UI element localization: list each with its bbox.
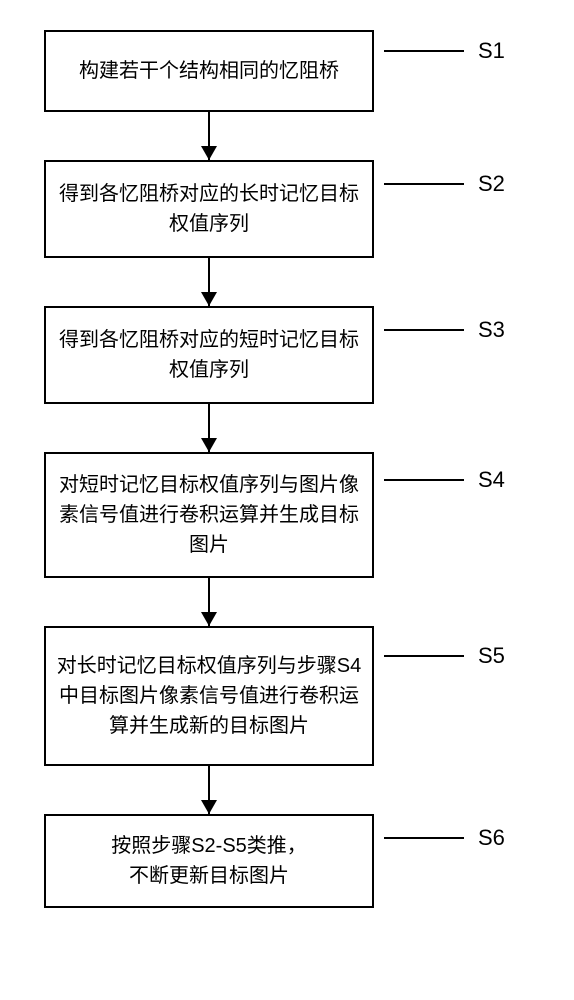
label-wrap-s6: S6 xyxy=(384,825,505,851)
step-row-s4: 对短时记忆目标权值序列与图片像素信号值进行卷积运算并生成目标图片 S4 xyxy=(0,452,574,578)
arrow-wrap-5 xyxy=(0,766,574,814)
arrow-wrap-4 xyxy=(0,578,574,626)
leader-line xyxy=(384,655,464,657)
leader-line xyxy=(384,50,464,52)
arrow-down-icon xyxy=(44,112,374,160)
leader-line xyxy=(384,479,464,481)
step-row-s3: 得到各忆阻桥对应的短时记忆目标权值序列 S3 xyxy=(0,306,574,404)
step-box-s5: 对长时记忆目标权值序列与步骤S4中目标图片像素信号值进行卷积运算并生成新的目标图… xyxy=(44,626,374,766)
leader-line xyxy=(384,183,464,185)
label-wrap-s5: S5 xyxy=(384,643,505,669)
step-text-s5: 对长时记忆目标权值序列与步骤S4中目标图片像素信号值进行卷积运算并生成新的目标图… xyxy=(56,651,362,741)
flowchart-container: 构建若干个结构相同的忆阻桥 S1 得到各忆阻桥对应的长时记忆目标权值序列 S2 … xyxy=(0,0,574,1000)
step-label-s2: S2 xyxy=(478,171,505,197)
arrow-wrap-3 xyxy=(0,404,574,452)
label-wrap-s3: S3 xyxy=(384,317,505,343)
step-label-s5: S5 xyxy=(478,643,505,669)
arrow-down-icon xyxy=(44,766,374,814)
arrow-wrap-2 xyxy=(0,258,574,306)
step-text-s2: 得到各忆阻桥对应的长时记忆目标权值序列 xyxy=(56,179,362,239)
label-wrap-s2: S2 xyxy=(384,171,505,197)
step-row-s5: 对长时记忆目标权值序列与步骤S4中目标图片像素信号值进行卷积运算并生成新的目标图… xyxy=(0,626,574,766)
step-text-s3: 得到各忆阻桥对应的短时记忆目标权值序列 xyxy=(56,325,362,385)
step-box-s3: 得到各忆阻桥对应的短时记忆目标权值序列 xyxy=(44,306,374,404)
step-label-s6: S6 xyxy=(478,825,505,851)
step-row-s2: 得到各忆阻桥对应的长时记忆目标权值序列 S2 xyxy=(0,160,574,258)
label-wrap-s4: S4 xyxy=(384,467,505,493)
step-label-s1: S1 xyxy=(478,38,505,64)
step-label-s4: S4 xyxy=(478,467,505,493)
step-row-s6: 按照步骤S2-S5类推， 不断更新目标图片 S6 xyxy=(0,814,574,908)
arrow-down-icon xyxy=(44,258,374,306)
label-wrap-s1: S1 xyxy=(384,38,505,64)
arrow-wrap-1 xyxy=(0,112,574,160)
step-box-s4: 对短时记忆目标权值序列与图片像素信号值进行卷积运算并生成目标图片 xyxy=(44,452,374,578)
step-box-s6: 按照步骤S2-S5类推， 不断更新目标图片 xyxy=(44,814,374,908)
arrow-down-icon xyxy=(44,404,374,452)
step-row-s1: 构建若干个结构相同的忆阻桥 S1 xyxy=(0,30,574,112)
step-text-s6: 按照步骤S2-S5类推， 不断更新目标图片 xyxy=(111,831,307,891)
step-text-s4: 对短时记忆目标权值序列与图片像素信号值进行卷积运算并生成目标图片 xyxy=(56,470,362,560)
arrow-down-icon xyxy=(44,578,374,626)
leader-line xyxy=(384,329,464,331)
leader-line xyxy=(384,837,464,839)
step-text-s1: 构建若干个结构相同的忆阻桥 xyxy=(79,56,339,86)
step-box-s1: 构建若干个结构相同的忆阻桥 xyxy=(44,30,374,112)
step-box-s2: 得到各忆阻桥对应的长时记忆目标权值序列 xyxy=(44,160,374,258)
step-label-s3: S3 xyxy=(478,317,505,343)
